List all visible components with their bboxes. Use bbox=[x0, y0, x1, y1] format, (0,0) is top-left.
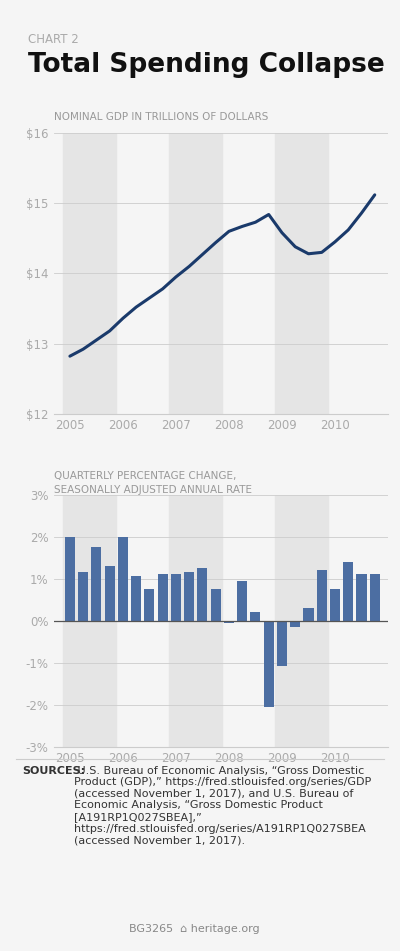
Bar bbox=[343, 562, 353, 621]
Bar bbox=[171, 574, 181, 621]
Bar bbox=[264, 621, 274, 707]
Bar bbox=[118, 536, 128, 621]
Bar bbox=[158, 574, 168, 621]
Bar bbox=[290, 621, 300, 627]
Text: BG3265  ⌂ heritage.org: BG3265 ⌂ heritage.org bbox=[129, 923, 260, 934]
Bar bbox=[317, 571, 327, 621]
Bar bbox=[277, 621, 287, 666]
Bar bbox=[370, 574, 380, 621]
Bar bbox=[65, 536, 75, 621]
Bar bbox=[250, 612, 260, 621]
Bar bbox=[169, 495, 222, 747]
Bar bbox=[63, 133, 116, 414]
Bar bbox=[144, 589, 154, 621]
Bar bbox=[304, 608, 314, 621]
Bar bbox=[198, 568, 208, 621]
Bar bbox=[91, 547, 102, 621]
Text: CHART 2: CHART 2 bbox=[28, 33, 79, 47]
Text: Total Spending Collapse: Total Spending Collapse bbox=[28, 52, 385, 78]
Bar bbox=[105, 566, 115, 621]
Text: U.S. Bureau of Economic Analysis, “Gross Domestic Product (GDP),” https://fred.s: U.S. Bureau of Economic Analysis, “Gross… bbox=[74, 766, 371, 845]
Bar bbox=[356, 574, 366, 621]
Bar bbox=[330, 589, 340, 621]
Bar bbox=[237, 581, 247, 621]
Bar bbox=[224, 621, 234, 623]
Bar bbox=[78, 573, 88, 621]
Text: SOURCES:: SOURCES: bbox=[22, 766, 85, 776]
Bar bbox=[63, 495, 116, 747]
Bar bbox=[275, 495, 328, 747]
Text: NOMINAL GDP IN TRILLIONS OF DOLLARS: NOMINAL GDP IN TRILLIONS OF DOLLARS bbox=[54, 111, 268, 122]
Bar bbox=[184, 573, 194, 621]
Text: QUARTERLY PERCENTAGE CHANGE,
SEASONALLY ADJUSTED ANNUAL RATE: QUARTERLY PERCENTAGE CHANGE, SEASONALLY … bbox=[54, 471, 252, 495]
Bar bbox=[211, 589, 221, 621]
Bar bbox=[275, 133, 328, 414]
Bar bbox=[169, 133, 222, 414]
Bar bbox=[131, 576, 141, 621]
